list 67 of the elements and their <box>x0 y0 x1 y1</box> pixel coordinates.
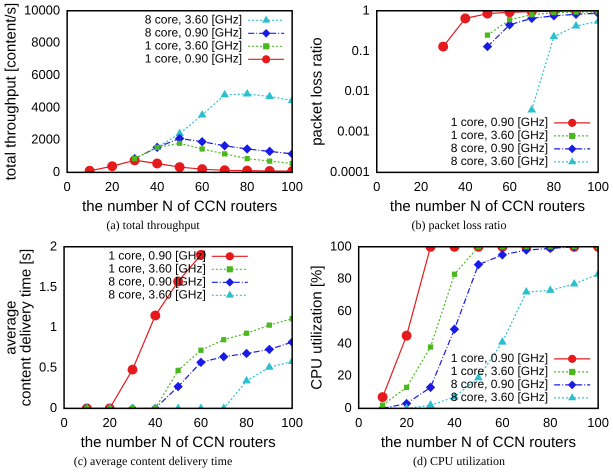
y-axis-title: CPU utilization [%] <box>308 265 326 390</box>
text: (d) CPU utilization <box>412 453 506 470</box>
y-tick-label: 0.001 <box>337 124 370 139</box>
y-tick-label: 4000 <box>31 99 60 114</box>
legend-label: 1 core, 3.60 [GHz] <box>450 364 548 378</box>
x-axis-title: the number N of CCN routers <box>82 198 278 216</box>
y-tick-label: 0.5 <box>38 360 58 375</box>
y-tick-label: 10000 <box>24 2 60 18</box>
legend-label: 8 core, 0.90 [GHz] <box>450 377 548 392</box>
y-tick-label: 80 <box>337 270 352 286</box>
x-tick-label: 80 <box>546 178 562 194</box>
y-tick-label: 40 <box>337 335 352 350</box>
y-tick-label: 0.1 <box>352 42 370 58</box>
x-tick-label: 80 <box>239 414 254 430</box>
y-tick-label: 20 <box>337 368 352 383</box>
x-tick-label: 80 <box>240 178 254 194</box>
y-tick-label: 1 <box>50 319 58 334</box>
legend-label: 8 core, 0.90 [GHz] <box>450 141 548 156</box>
legend-label: 1 core, 3.60 [GHz] <box>144 38 242 53</box>
y-tick-label: 2000 <box>31 132 60 147</box>
x-tick-label: 60 <box>495 414 510 430</box>
y-tick-label: 6000 <box>31 67 60 82</box>
x-tick-label: 20 <box>102 414 117 430</box>
y-tick-label: 0.01 <box>344 83 370 98</box>
x-tick-label: 40 <box>447 414 462 430</box>
x-tick-label: 0 <box>64 178 71 194</box>
x-tick-label: 60 <box>194 178 210 194</box>
x-tick-label: 0 <box>373 178 380 194</box>
y-tick-label: 2 <box>50 238 58 254</box>
text: (c) average content delivery time <box>72 453 234 470</box>
x-axis-title: the number N of CCN routers <box>380 434 576 452</box>
legend-label: 8 core, 0.90 [GHz] <box>144 26 242 40</box>
legend-label: 8 core, 3.60 [GHz] <box>450 154 548 168</box>
x-tick-label: 20 <box>104 178 120 194</box>
y-tick-label: 60 <box>337 303 352 318</box>
y-tick-label: 1.5 <box>38 278 58 294</box>
y-tick-label: 0 <box>344 400 352 415</box>
y-tick-label: 8000 <box>31 34 60 50</box>
x-axis-title: the number N of CCN routers <box>390 198 585 216</box>
x-tick-label: 60 <box>502 178 517 194</box>
text: (b) packet loss ratio <box>410 217 508 234</box>
x-tick-label: 100 <box>281 414 304 430</box>
y-axis-title: total throughput [content/s] <box>2 2 20 180</box>
legend-label: 1 core, 0.90 [GHz] <box>450 115 548 130</box>
legend-label: 1 core, 3.60 [GHz] <box>450 128 548 142</box>
x-axis-title: the number N of CCN routers <box>80 434 276 452</box>
x-tick-label: 40 <box>148 414 163 430</box>
x-tick-label: 40 <box>150 178 164 194</box>
x-tick-label: 100 <box>587 414 610 430</box>
y-axis-title: average content delivery time [s] <box>2 248 35 406</box>
x-tick-label: 100 <box>281 178 304 194</box>
y-tick-label: 1 <box>362 2 370 18</box>
text: (a) total throughput <box>105 217 201 234</box>
y-tick-label: 100 <box>330 238 352 254</box>
y-tick-label: 0 <box>50 400 58 415</box>
y-tick-label: 0 <box>52 164 60 179</box>
legend-label: 8 core, 3.60 [GHz] <box>144 12 242 27</box>
y-tick-label: 0.0001 <box>330 164 370 179</box>
x-tick-label: 60 <box>194 414 208 430</box>
x-tick-label: 20 <box>414 178 428 194</box>
legend-label: 1 core, 0.90 [GHz] <box>450 351 548 366</box>
x-tick-label: 40 <box>458 178 473 194</box>
x-tick-label: 80 <box>543 414 558 430</box>
y-axis-title: packet loss ratio <box>308 37 326 146</box>
x-tick-label: 100 <box>587 178 610 194</box>
legend-label: 1 core, 0.90 [GHz] <box>144 52 242 66</box>
x-tick-label: 20 <box>399 414 414 430</box>
